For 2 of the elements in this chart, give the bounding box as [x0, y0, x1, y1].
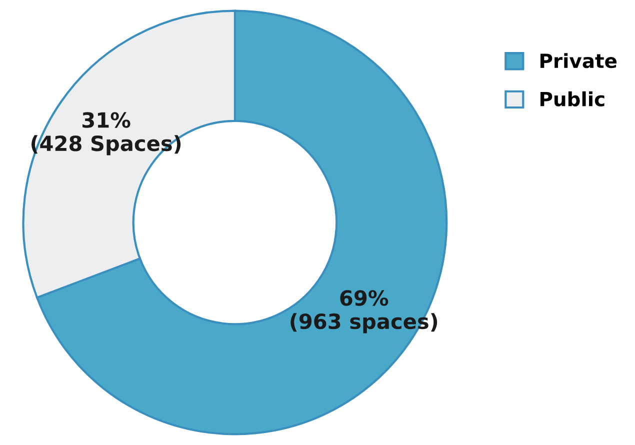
legend-label: Public [540, 91, 604, 106]
legend-label: Private [540, 53, 617, 68]
